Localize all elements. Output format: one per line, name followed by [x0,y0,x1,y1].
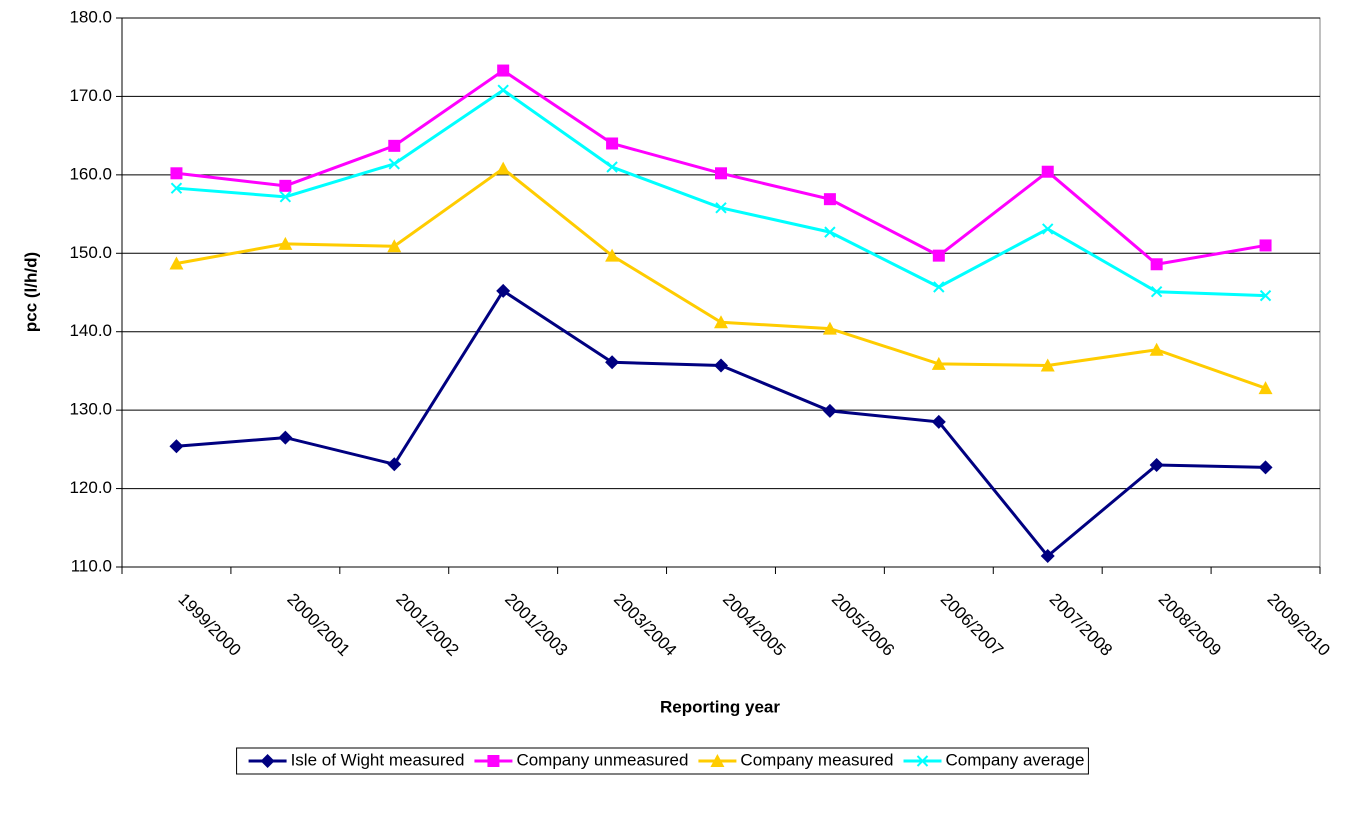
marker [260,754,275,768]
marker [606,161,618,173]
marker [496,283,511,298]
y-tick-label: 170.0 [69,86,112,105]
marker [823,193,836,206]
x-axis-label: Reporting year [660,697,780,716]
y-tick-label: 140.0 [69,321,112,340]
marker [497,64,510,77]
marker [710,754,725,767]
legend: Isle of Wight measured Company unmeasured… [236,747,1089,775]
legend-label: Isle of Wight measured [291,750,465,769]
marker [822,403,837,418]
marker [931,414,946,429]
y-tick-label: 180.0 [69,7,112,26]
x-tick-label: 1999/2000 [174,590,244,660]
x-tick-label: 2007/2008 [1046,590,1116,660]
marker [824,226,836,238]
x-tick-label: 2005/2006 [828,590,898,660]
marker [169,256,184,270]
series-line [176,288,1266,559]
marker [388,158,400,170]
marker [278,430,293,445]
marker [932,249,945,262]
marker [170,182,183,194]
marker [605,355,620,370]
y-tick-label: 130.0 [69,400,112,419]
series-line [176,88,1266,298]
marker [714,315,728,329]
x-tick-label: 2000/2001 [283,590,353,660]
marker [497,84,509,96]
y-axis-label: pcc (l/h/d) [21,252,40,332]
y-tick-label: 120.0 [69,478,112,497]
marker [715,167,727,180]
marker [487,755,500,767]
marker [279,191,292,203]
y-tick-label: 150.0 [69,243,112,262]
x-tick-label: 2009/2010 [1264,590,1334,660]
marker [606,137,619,150]
x-tick-label: 2004/2005 [719,590,789,660]
marker [1258,460,1273,475]
legend-label: Company measured [740,750,893,769]
marker [715,202,727,214]
marker [1042,223,1054,235]
marker [388,139,401,152]
marker [1041,165,1054,178]
marker [387,457,402,472]
marker [1149,458,1164,473]
marker [916,755,929,767]
marker [1040,358,1055,372]
marker [1258,381,1273,395]
marker [1259,289,1272,302]
plot-area [121,17,1321,568]
marker [169,439,184,454]
marker [931,356,946,370]
marker [822,321,837,335]
marker [387,239,402,253]
marker [1259,239,1272,252]
legend-box [236,747,1089,775]
y-tick-label: 160.0 [69,164,112,183]
x-tick-label: 2001/2003 [501,590,571,660]
marker [496,161,511,175]
marker [278,236,293,250]
legend-label: Company average [946,750,1085,769]
y-tick-label: 110.0 [71,556,112,575]
x-tick-label: 2008/2009 [1155,590,1225,660]
marker [605,248,620,262]
legend-label: Company unmeasured [516,750,688,769]
x-tick-label: 2001/2002 [392,590,462,660]
x-tick-label: 2003/2004 [610,590,680,660]
marker [1150,258,1163,271]
marker [1150,286,1163,298]
marker [279,179,292,192]
marker [933,281,945,293]
marker [714,358,728,373]
marker [1149,342,1164,356]
marker [1040,549,1055,564]
marker [170,167,183,180]
x-tick-label: 2006/2007 [937,590,1007,660]
series-line [176,166,1267,390]
